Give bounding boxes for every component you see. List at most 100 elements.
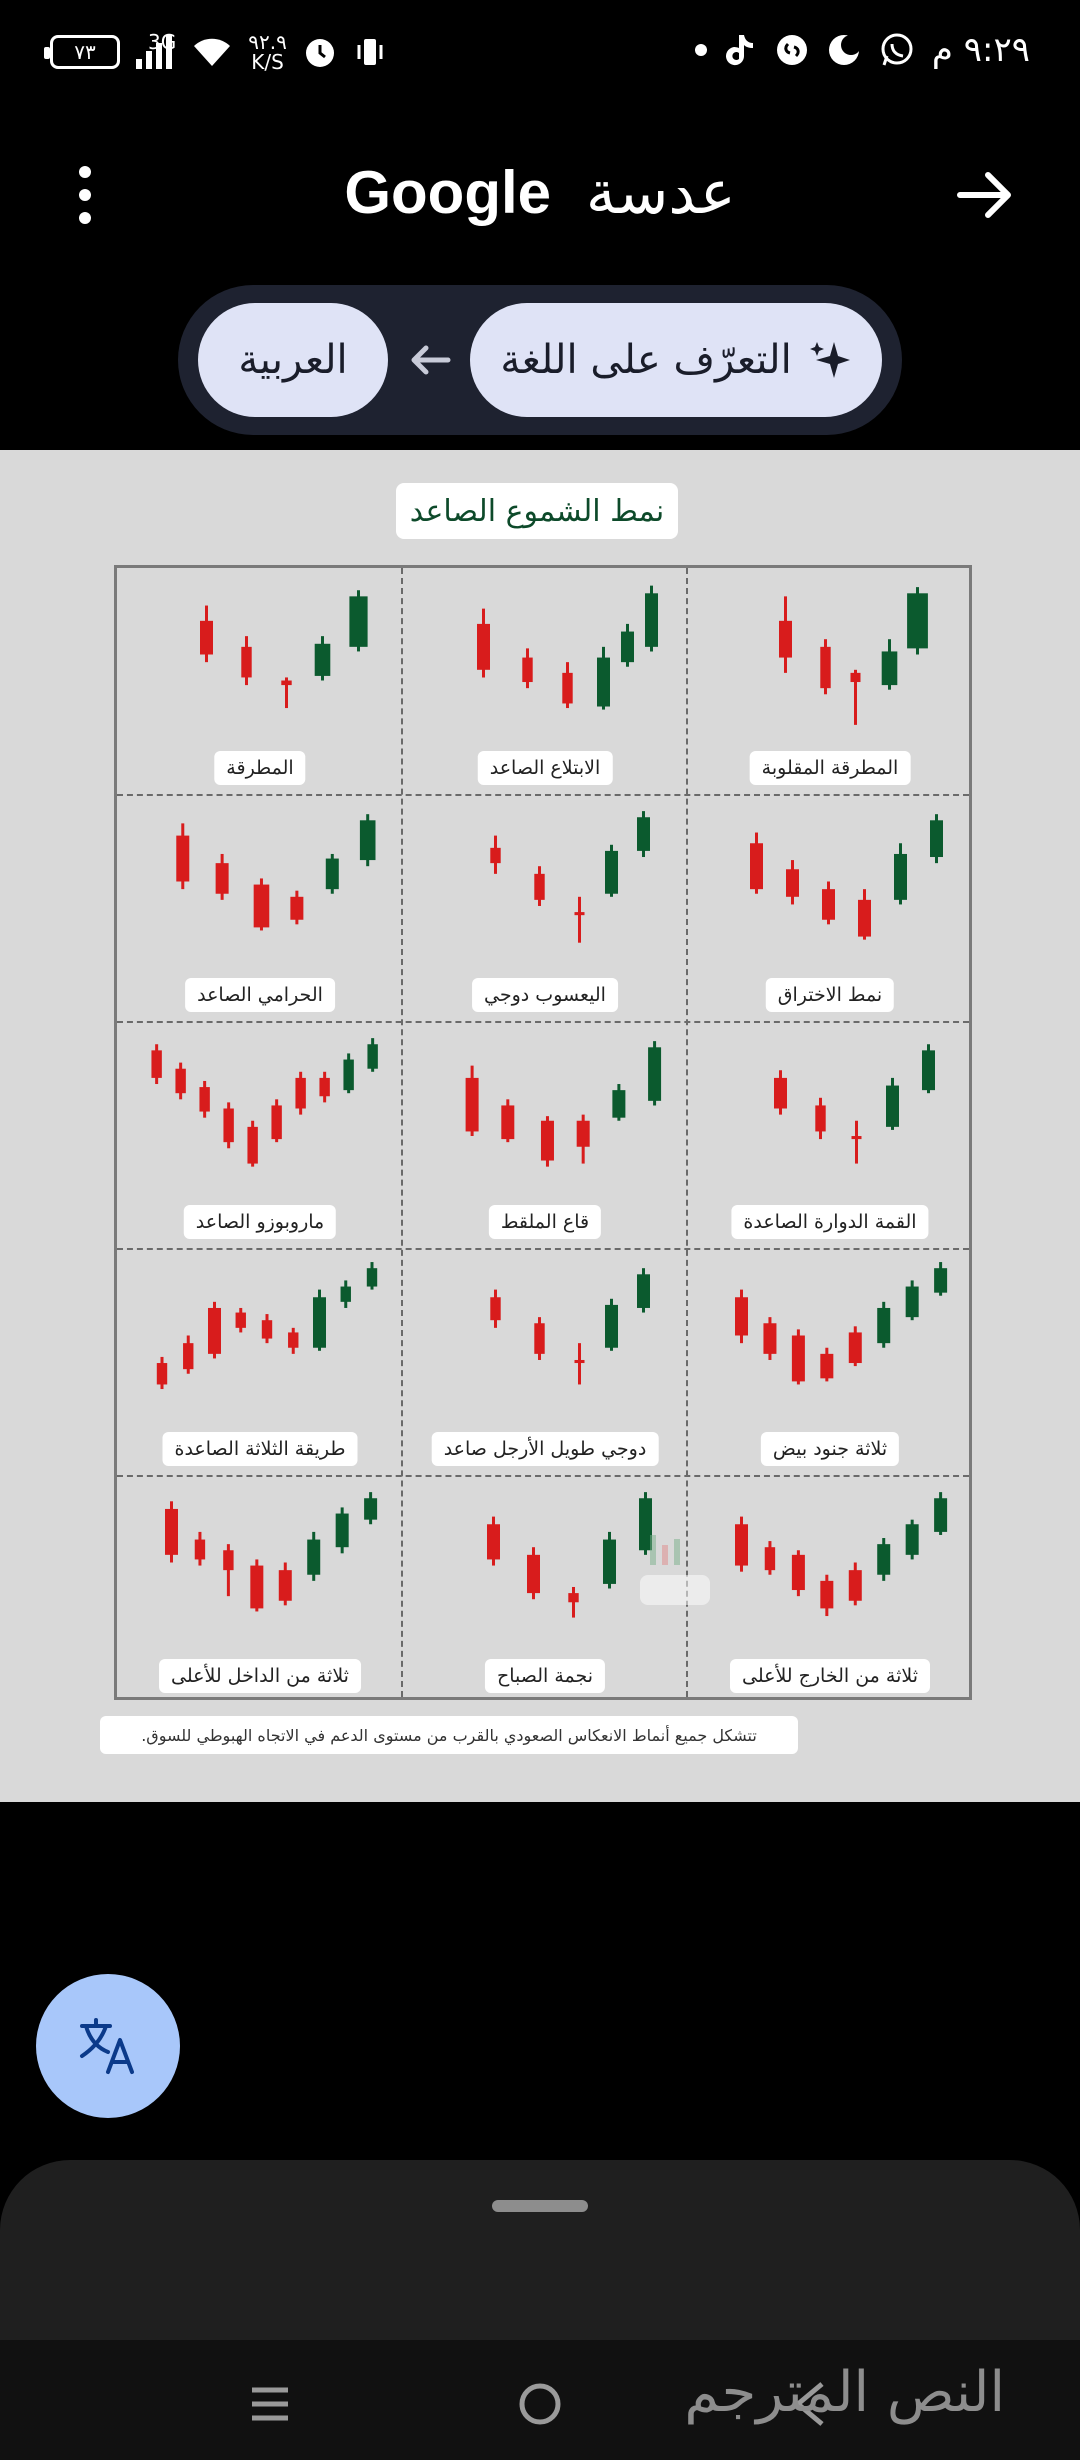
bullish-candle (637, 817, 650, 851)
pattern-chart (779, 587, 928, 725)
target-language-button[interactable]: العربية (198, 303, 388, 417)
bullish-candle (314, 643, 331, 676)
battery-level: ٧٣ (74, 40, 96, 64)
bearish-candle (764, 1547, 776, 1571)
bearish-candle (261, 1320, 273, 1339)
bearish-candle (848, 1570, 862, 1601)
bearish-candle (487, 1524, 500, 1560)
page-title: عدسة Google (0, 158, 1080, 228)
bullish-candle (325, 858, 339, 890)
bearish-candle (295, 1077, 306, 1109)
target-language-label: العربية (238, 337, 348, 383)
pattern-chart (735, 1262, 948, 1385)
bearish-candle (574, 1359, 585, 1364)
dot-icon (695, 44, 707, 56)
signal-icon (136, 35, 172, 69)
tiktok-icon (726, 35, 753, 66)
bearish-candle (576, 1120, 590, 1147)
pattern-chart (156, 1262, 378, 1390)
bearish-candle (820, 1353, 834, 1379)
arrow-forward-icon[interactable] (950, 160, 1020, 230)
bearish-candle (562, 672, 573, 704)
bearish-candle (319, 1077, 330, 1097)
pattern-chart (490, 1268, 650, 1385)
bearish-candle (215, 863, 229, 894)
bullish-candle (886, 1085, 899, 1127)
pattern-label: ثلاثة من الخارج للأعلى (729, 1659, 931, 1693)
vibrate-icon (357, 39, 383, 65)
bearish-candle (850, 672, 861, 683)
bearish-candle (735, 1524, 748, 1566)
bearish-candle (848, 1332, 862, 1364)
bullish-candle (934, 1498, 948, 1532)
bearish-candle (253, 884, 270, 928)
bullish-candle (340, 1286, 351, 1302)
pattern-cell: المطرقة (117, 568, 403, 795)
translate-button[interactable] (36, 1974, 180, 2118)
bullish-candle (605, 850, 618, 894)
pattern-cell: ماروبوزو الصاعد (117, 1022, 403, 1249)
pattern-cell: الابتلاع الصاعد (402, 568, 688, 795)
bearish-candle (763, 1323, 777, 1354)
candlestick-pattern-grid: المطرقة المقلوبة الابتلاع الصاعد المطرقة نم… (114, 565, 972, 1700)
bearish-candle (820, 646, 831, 689)
pattern-chart (165, 1492, 378, 1612)
bearish-candle (791, 1554, 805, 1591)
bearish-candle (165, 1508, 178, 1555)
bullish-candle (930, 820, 943, 858)
bullish-candle (621, 631, 634, 663)
pattern-label: نمط الاختراق (765, 978, 895, 1012)
bullish-candle (637, 1274, 650, 1308)
bearish-candle (223, 1108, 234, 1143)
grid-divider (117, 1021, 969, 1023)
bullish-candle (648, 1047, 662, 1101)
bullish-candle (364, 1498, 378, 1520)
pattern-label: نجمة الصباح (484, 1659, 606, 1693)
bullish-candle (313, 1297, 326, 1348)
bearish-candle (278, 1570, 292, 1601)
bullish-candle (603, 1539, 616, 1584)
bullish-candle (597, 657, 610, 707)
recents-icon[interactable] (240, 2374, 300, 2434)
status-left-cluster: ٧٣ 3G ٩٢.٩ K/S (44, 30, 387, 72)
bullish-candle (645, 593, 658, 647)
status-time: ٩:٢٩ م (931, 30, 1030, 70)
bearish-candle (199, 1087, 210, 1112)
grid-divider (117, 1248, 969, 1250)
image-footnote: تتشكل جميع أنماط الانعكاس الصعودي بالقرب… (100, 1716, 798, 1754)
app-header: عدسة Google (0, 140, 1080, 250)
whatsapp-icon (881, 33, 913, 66)
watermark-logo-icon (640, 1535, 710, 1605)
lens-image[interactable]: نمط الشموع الصاعد المطرقة المقلوبة الابتل… (0, 450, 1080, 1802)
bearish-candle (501, 1105, 515, 1140)
notification-icons (695, 32, 915, 68)
home-icon[interactable] (510, 2374, 570, 2434)
bearish-candle (271, 1105, 282, 1140)
bearish-candle (250, 1565, 264, 1609)
data-speed: ٩٢.٩ K/S (248, 32, 287, 72)
pattern-cell: ثلاثة من الخارج للأعلى (687, 1476, 973, 1703)
translate-icon (80, 2018, 134, 2074)
battery-icon: ٧٣ (44, 35, 120, 69)
data-speed-value: ٩٢.٩ (248, 30, 287, 54)
pattern-label: قاع الملقط (488, 1205, 602, 1239)
back-icon[interactable] (780, 2374, 840, 2434)
bearish-candle (527, 1554, 540, 1594)
pattern-label: ثلاثة جنود بيض (760, 1432, 900, 1466)
source-language-button[interactable]: التعرّف على اللغة (470, 303, 882, 417)
pattern-chart (490, 811, 650, 943)
more-vert-icon[interactable] (60, 160, 110, 230)
grid-divider (686, 568, 688, 1697)
pattern-label: اليعسوب دوجي (472, 978, 618, 1012)
bearish-candle (779, 620, 792, 658)
pattern-label: الابتلاع الصاعد (477, 751, 613, 785)
pattern-cell: القمة الدوارة الصاعدة (687, 1022, 973, 1249)
pattern-label: ثلاثة من الداخل للأعلى (159, 1659, 361, 1693)
pattern-chart (477, 585, 658, 710)
sheet-drag-handle[interactable] (492, 2200, 588, 2212)
bearish-candle (820, 1580, 834, 1609)
bearish-candle (574, 912, 585, 916)
pattern-label: طريقة الثلاثة الصاعدة (162, 1432, 358, 1466)
bullish-candle (605, 1304, 618, 1348)
pattern-cell: طريقة الثلاثة الصاعدة (117, 1249, 403, 1476)
